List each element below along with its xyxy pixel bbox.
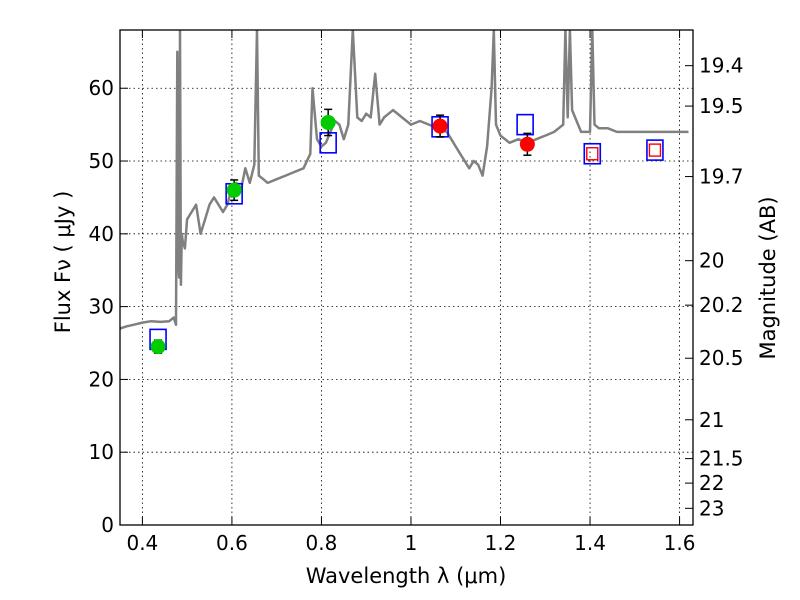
spectrum-line	[120, 30, 689, 330]
mag-tick-label: 20	[699, 249, 724, 273]
predicted-square-marker	[586, 147, 599, 161]
x-tick-label: 1	[405, 531, 418, 555]
photometry-point	[432, 118, 448, 134]
y-tick-label: 20	[89, 367, 114, 391]
mag-tick-label: 22	[699, 471, 724, 495]
y-tick-label: 0	[101, 513, 114, 537]
mag-tick-label: 23	[699, 496, 724, 520]
y-tick-label: 50	[89, 149, 114, 173]
photometry-point	[150, 339, 166, 355]
mag-tick-label: 19.4	[699, 54, 744, 78]
grid-lines	[120, 30, 693, 526]
mag-tick-label: 20.5	[699, 346, 744, 370]
photometry-point	[226, 182, 242, 198]
model-square-marker	[646, 139, 664, 161]
x-tick-label: 0.6	[216, 531, 248, 555]
x-axis-label: Wavelength λ (μm)	[306, 564, 507, 588]
photometry-point	[320, 114, 336, 130]
spectrum-layer	[120, 30, 689, 330]
x-tick-label: 1.4	[574, 531, 606, 555]
mag-tick-label: 19.7	[699, 165, 744, 189]
y-tick-label: 60	[89, 76, 114, 100]
x-tick-label: 1.2	[485, 531, 517, 555]
model-square-marker	[516, 113, 534, 136]
marker-layer	[149, 108, 664, 355]
mag-tick-label: 21.5	[699, 447, 744, 471]
mag-tick-label: 20.2	[699, 293, 744, 317]
y-tick-label: 30	[89, 295, 114, 319]
mag-tick-label: 21	[699, 408, 724, 432]
y-axis-label: Flux Fν ( μJy )	[51, 191, 75, 334]
mag-tick-label: 19.5	[699, 94, 744, 118]
y-tick-label: 10	[89, 440, 114, 464]
y-tick-label: 40	[89, 222, 114, 246]
model-square-marker	[583, 142, 602, 165]
photometry-point	[519, 136, 535, 152]
x-tick-label: 0.8	[306, 531, 338, 555]
y2-axis-label: Magnitude (AB)	[756, 196, 780, 359]
predicted-square-marker	[648, 143, 662, 157]
x-tick-label: 0.4	[126, 531, 158, 555]
ticks: 0.4 0.6 0.8 1 1.2 1.4 1.6 0 10 20 30 40 50 60 19.4 19.5…	[89, 30, 744, 555]
plot-frame	[119, 29, 694, 526]
x-tick-label: 1.6	[664, 531, 696, 555]
